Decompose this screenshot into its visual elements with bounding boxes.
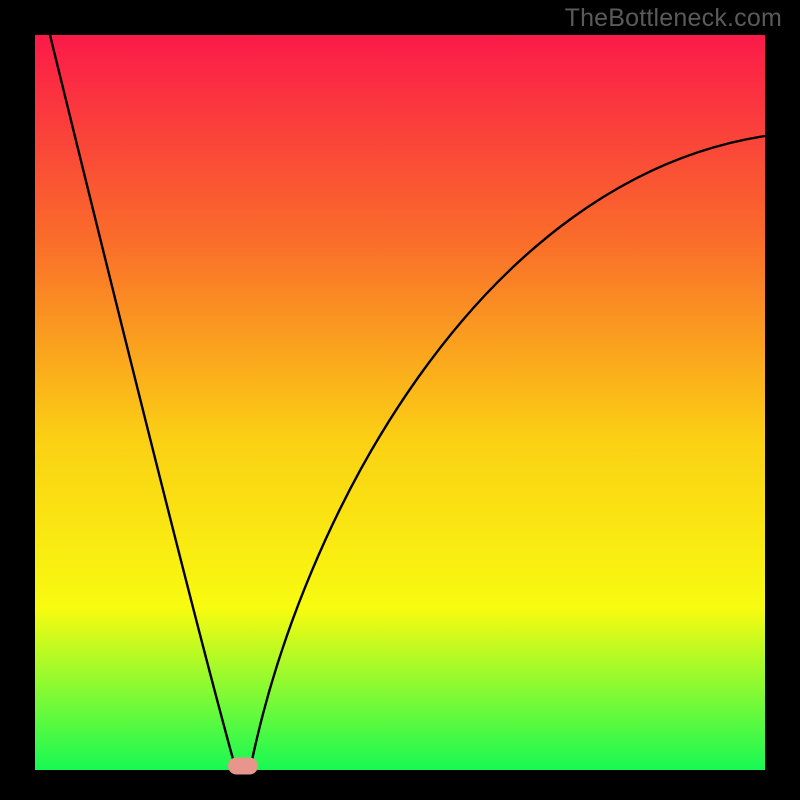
- curve-layer: [0, 0, 800, 800]
- curve-right-branch: [250, 136, 765, 770]
- figure-root: TheBottleneck.com: [0, 0, 800, 800]
- minimum-marker: [228, 758, 258, 775]
- watermark-text: TheBottleneck.com: [565, 4, 782, 33]
- curve-left-branch: [50, 35, 236, 770]
